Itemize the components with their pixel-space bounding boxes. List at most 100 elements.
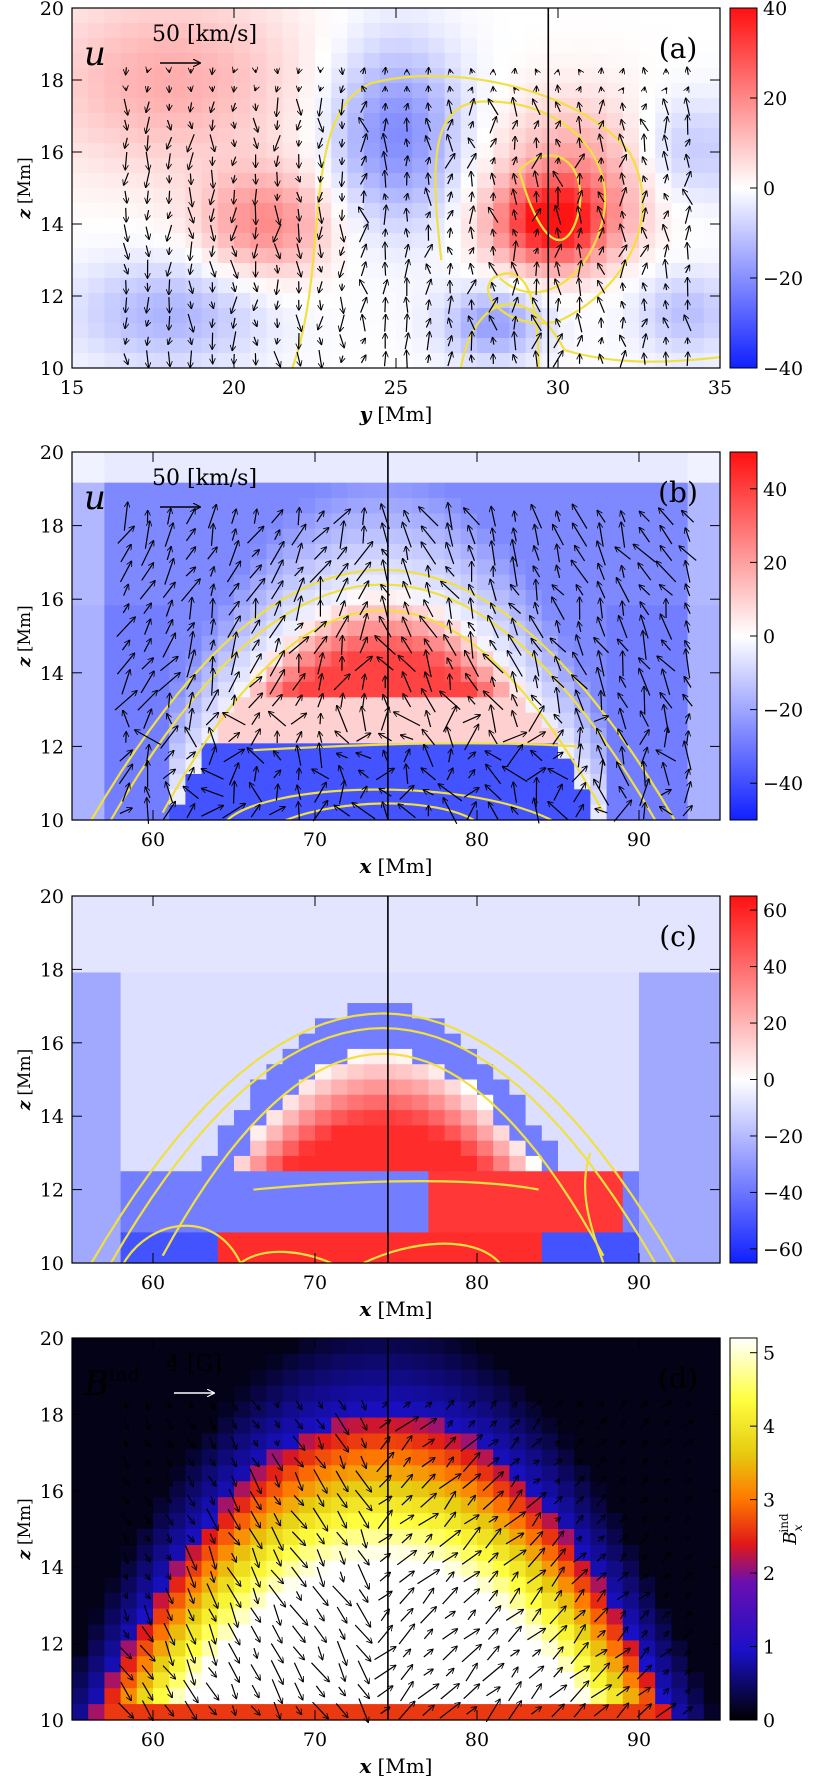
vector-arrow xyxy=(686,98,691,117)
heatmap-cell xyxy=(703,957,721,974)
vector-arrow xyxy=(147,209,149,220)
heatmap-cell xyxy=(217,697,235,714)
heatmap-cell xyxy=(217,896,235,912)
heatmap-cell xyxy=(541,1529,559,1546)
heatmap-cell xyxy=(169,113,186,129)
heatmap-cell xyxy=(72,1247,89,1264)
heatmap-cell xyxy=(298,1201,316,1218)
vector-arrow xyxy=(471,300,472,310)
heatmap-cell xyxy=(687,1497,705,1514)
heatmap-cell xyxy=(315,452,332,468)
heatmap-cell xyxy=(703,804,721,821)
heatmap-cell xyxy=(72,789,89,806)
heatmap-cell xyxy=(282,338,300,354)
heatmap-cell xyxy=(687,1338,705,1355)
heatmap-cell xyxy=(217,574,235,591)
vector-arrow xyxy=(341,67,342,75)
heatmap-cell xyxy=(509,482,527,499)
heatmap-cell xyxy=(590,1465,608,1482)
heatmap-cell xyxy=(541,1186,559,1203)
heatmap-cell xyxy=(185,1033,203,1050)
heatmap-cell xyxy=(493,574,510,591)
heatmap-cell xyxy=(396,128,413,144)
heatmap-cell xyxy=(120,143,138,159)
vector-arrow xyxy=(190,350,191,368)
heatmap-cell xyxy=(590,452,608,468)
heatmap-cell xyxy=(477,98,494,114)
heatmap-cell xyxy=(169,1417,186,1435)
heatmap-cell xyxy=(331,308,348,324)
heatmap-cell xyxy=(185,957,203,974)
heatmap-cell xyxy=(622,1624,640,1642)
heatmap-cell xyxy=(509,467,527,484)
heatmap-cell xyxy=(169,1497,186,1514)
heatmap-cell xyxy=(493,1003,510,1019)
vector-arrow xyxy=(470,122,473,129)
heatmap-cell xyxy=(444,1003,462,1019)
vector-arrow xyxy=(277,69,278,74)
heatmap-cell xyxy=(201,338,219,354)
heatmap-cell xyxy=(477,338,494,354)
heatmap-cell xyxy=(606,467,624,484)
heatmap-cell xyxy=(234,1417,251,1435)
y-tick-label: 16 xyxy=(40,589,64,611)
heatmap-cell xyxy=(120,1003,138,1019)
vector-arrow xyxy=(385,170,386,188)
heatmap-cell xyxy=(266,1688,284,1705)
heatmap-cell xyxy=(396,804,413,821)
heatmap-cell xyxy=(298,666,316,683)
heatmap-cell xyxy=(266,926,284,943)
heatmap-cell xyxy=(622,113,640,129)
vector-arrow xyxy=(579,138,580,149)
vector-arrow xyxy=(665,117,667,134)
heatmap-cell xyxy=(298,1640,316,1657)
vector-arrow xyxy=(212,245,214,257)
heatmap-cell xyxy=(477,1529,494,1546)
vector-arrow xyxy=(663,99,670,116)
heatmap-cell xyxy=(104,926,122,943)
vector-arrow xyxy=(147,350,149,367)
heatmap-cell xyxy=(428,8,446,24)
y-axis-unit: [Mm] xyxy=(15,157,35,204)
vector-arrow xyxy=(531,153,541,170)
heatmap-cell xyxy=(72,636,89,652)
heatmap-cell xyxy=(428,743,446,760)
heatmap-cell xyxy=(687,1247,705,1264)
heatmap-cell xyxy=(558,8,575,24)
heatmap-cell xyxy=(282,987,300,1004)
heatmap-cell xyxy=(444,1217,462,1234)
heatmap-cell xyxy=(703,1417,721,1435)
heatmap-cell xyxy=(363,1064,381,1081)
heatmap-cell xyxy=(201,1401,219,1419)
heatmap-cell xyxy=(639,1688,656,1705)
heatmap-cell xyxy=(363,1048,381,1065)
heatmap-cell xyxy=(493,1688,510,1705)
heatmap-cell xyxy=(104,590,122,606)
heatmap-cell xyxy=(298,1497,316,1514)
heatmap-cell xyxy=(606,1576,624,1594)
heatmap-cell xyxy=(298,651,316,668)
vector-arrow xyxy=(536,262,537,276)
heatmap-cell xyxy=(460,1353,478,1371)
vector-arrow xyxy=(212,318,213,328)
heatmap-cell xyxy=(412,712,429,729)
vector-arrow xyxy=(471,227,473,240)
heatmap-cell xyxy=(347,498,365,514)
heatmap-cell xyxy=(444,323,462,339)
heatmap-cell xyxy=(201,590,219,606)
heatmap-cell xyxy=(671,957,689,974)
heatmap-cell xyxy=(298,957,316,974)
heatmap-cell xyxy=(655,1018,672,1035)
heatmap-cell xyxy=(703,1125,721,1142)
heatmap-cell xyxy=(282,666,300,683)
heatmap-cell xyxy=(574,1385,591,1403)
heatmap-cell xyxy=(541,1465,559,1482)
heatmap-cell xyxy=(72,467,89,484)
heatmap-cell xyxy=(396,203,413,219)
heatmap-cell xyxy=(185,972,203,989)
heatmap-cell xyxy=(331,651,348,668)
heatmap-cell xyxy=(558,1433,575,1451)
heatmap-cell xyxy=(298,1608,316,1626)
heatmap-cell xyxy=(363,651,381,668)
heatmap-cell xyxy=(282,263,300,279)
